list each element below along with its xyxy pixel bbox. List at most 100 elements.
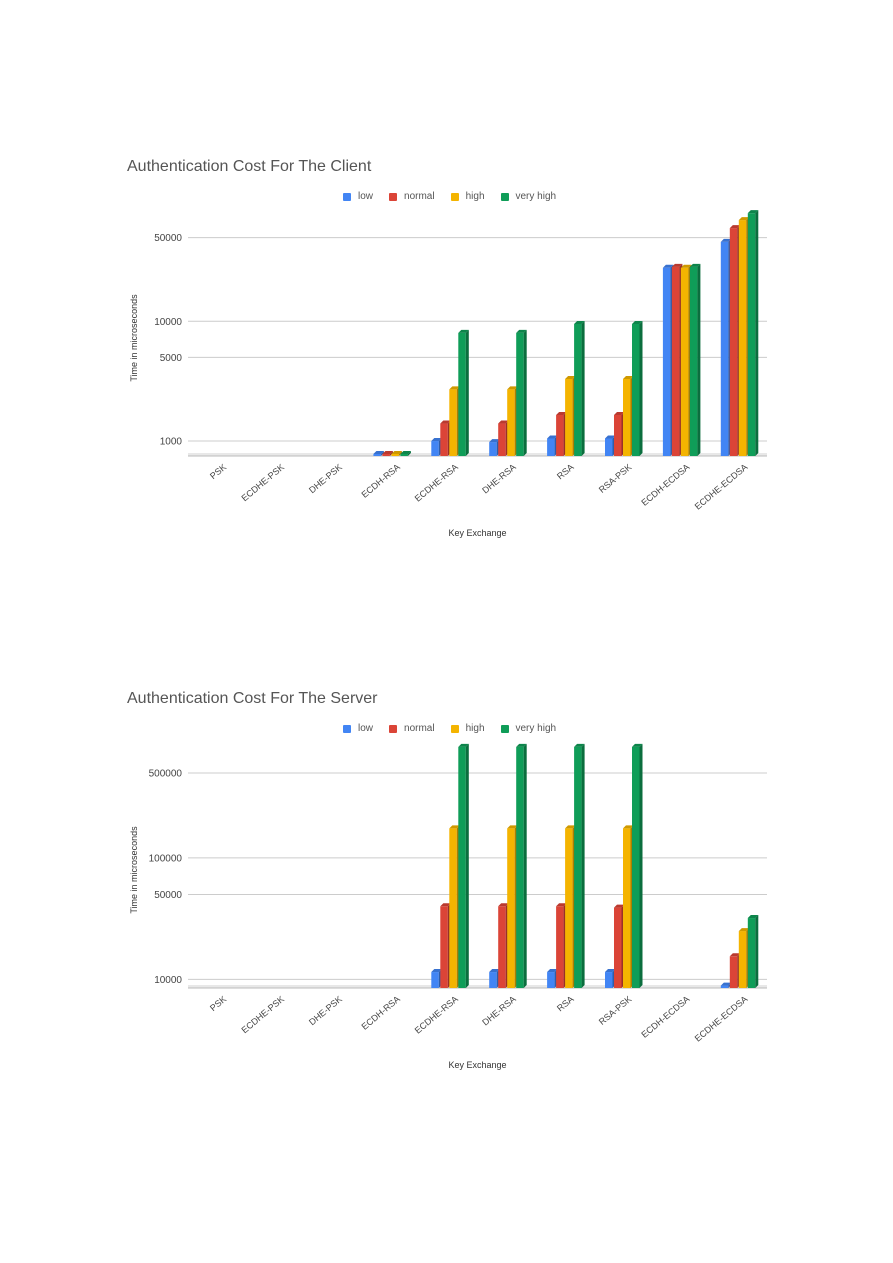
bar-top [623,375,634,379]
bar-face [605,438,613,456]
bar [671,263,683,456]
bar-top [489,439,500,443]
bar [556,411,567,456]
bar-top [747,210,759,214]
bar-side [523,743,527,988]
bar-face [400,453,408,456]
bar [729,225,741,456]
y-tick-label: 5000 [160,353,183,364]
x-tick-label: RSA-PSK [597,462,634,495]
bar [720,238,732,456]
bar-face [449,828,457,988]
bar-face [458,332,466,456]
bar [373,450,384,456]
legend-label: low [358,191,374,202]
bar-top [738,928,750,932]
bar-top [373,450,384,454]
legend-swatch [389,192,398,201]
bar-face [373,453,381,456]
bar-face [614,414,622,456]
bar-top [720,238,732,242]
bar-face [671,266,680,456]
legend-item: very high [500,723,556,734]
bar-top [547,435,558,439]
bar-top [498,903,509,907]
bar-face [516,332,524,456]
legend-swatch [450,724,459,733]
bar-top [507,386,518,390]
bar [605,969,616,988]
bar-face [556,414,564,456]
bar [547,435,558,456]
bar-face [516,746,524,988]
bar [440,420,451,456]
bar [632,743,643,988]
bar-top [632,320,643,324]
bar-face [507,828,515,988]
bar-top [689,263,701,267]
bar-face [729,956,738,988]
chart-title: Authentication Cost For The Server [127,690,378,707]
bar-top [449,825,460,829]
bar-face [382,453,390,456]
bar-top [729,953,741,957]
bar-top [391,450,402,454]
x-axis-title: Key Exchange [448,1060,506,1070]
legend-swatch [500,724,509,733]
bar-face [547,972,555,988]
bar-face [729,228,738,456]
legend-label: high [465,723,485,734]
bar-top [729,225,741,229]
bar-top [440,903,451,907]
bar [556,903,567,988]
bar [449,825,460,988]
bar-top [516,743,527,747]
bar-top [498,420,509,424]
bar-top [547,969,558,973]
y-axis-title: Time in microseconds [129,294,139,382]
bar-top [565,825,576,829]
legend-item: high [450,191,485,202]
bar-face [556,906,564,988]
legend-swatch [450,192,459,201]
legend-swatch [343,192,351,201]
floor [188,453,767,456]
x-tick-label: ECDHE-ECDSA [693,994,750,1044]
bar-side [581,320,585,456]
bar [458,743,469,988]
bar-face [720,985,729,988]
bar-top [680,264,692,268]
bar-face [747,213,756,456]
bar-top [449,386,460,390]
bar-top [556,411,567,415]
bar-face [489,442,497,456]
y-tick-label: 50000 [154,233,182,244]
bar-face [738,931,747,988]
bar-top [614,904,625,908]
bar [489,439,500,456]
bar-face [565,828,573,988]
bar [391,450,402,456]
bar-face [738,220,747,456]
bar-side [398,450,402,456]
bar [689,263,701,456]
x-tick-label: DHE-RSA [480,994,517,1028]
legend-swatch [500,192,509,201]
x-tick-label: PSK [208,994,228,1013]
bar-top [671,263,683,267]
bar-face [689,266,698,456]
client-plot: 1000 5000 10000 50000 PSK ECDHE-PSK DHE-PSK ECD… [129,210,767,538]
bar [623,375,634,456]
bar-face [747,918,756,988]
bar-face [605,972,613,988]
bar [400,450,411,456]
x-tick-label: ECDH-ECDSA [639,994,691,1040]
bar [747,210,759,456]
x-tick-label: ECDHE-ECDSA [693,462,750,512]
x-tick-label: DHE-RSA [480,462,517,496]
bar-face [440,423,448,456]
bar-face [547,438,555,456]
legend-swatch [389,724,398,733]
bar-side [380,450,384,456]
bar-top [431,438,442,442]
